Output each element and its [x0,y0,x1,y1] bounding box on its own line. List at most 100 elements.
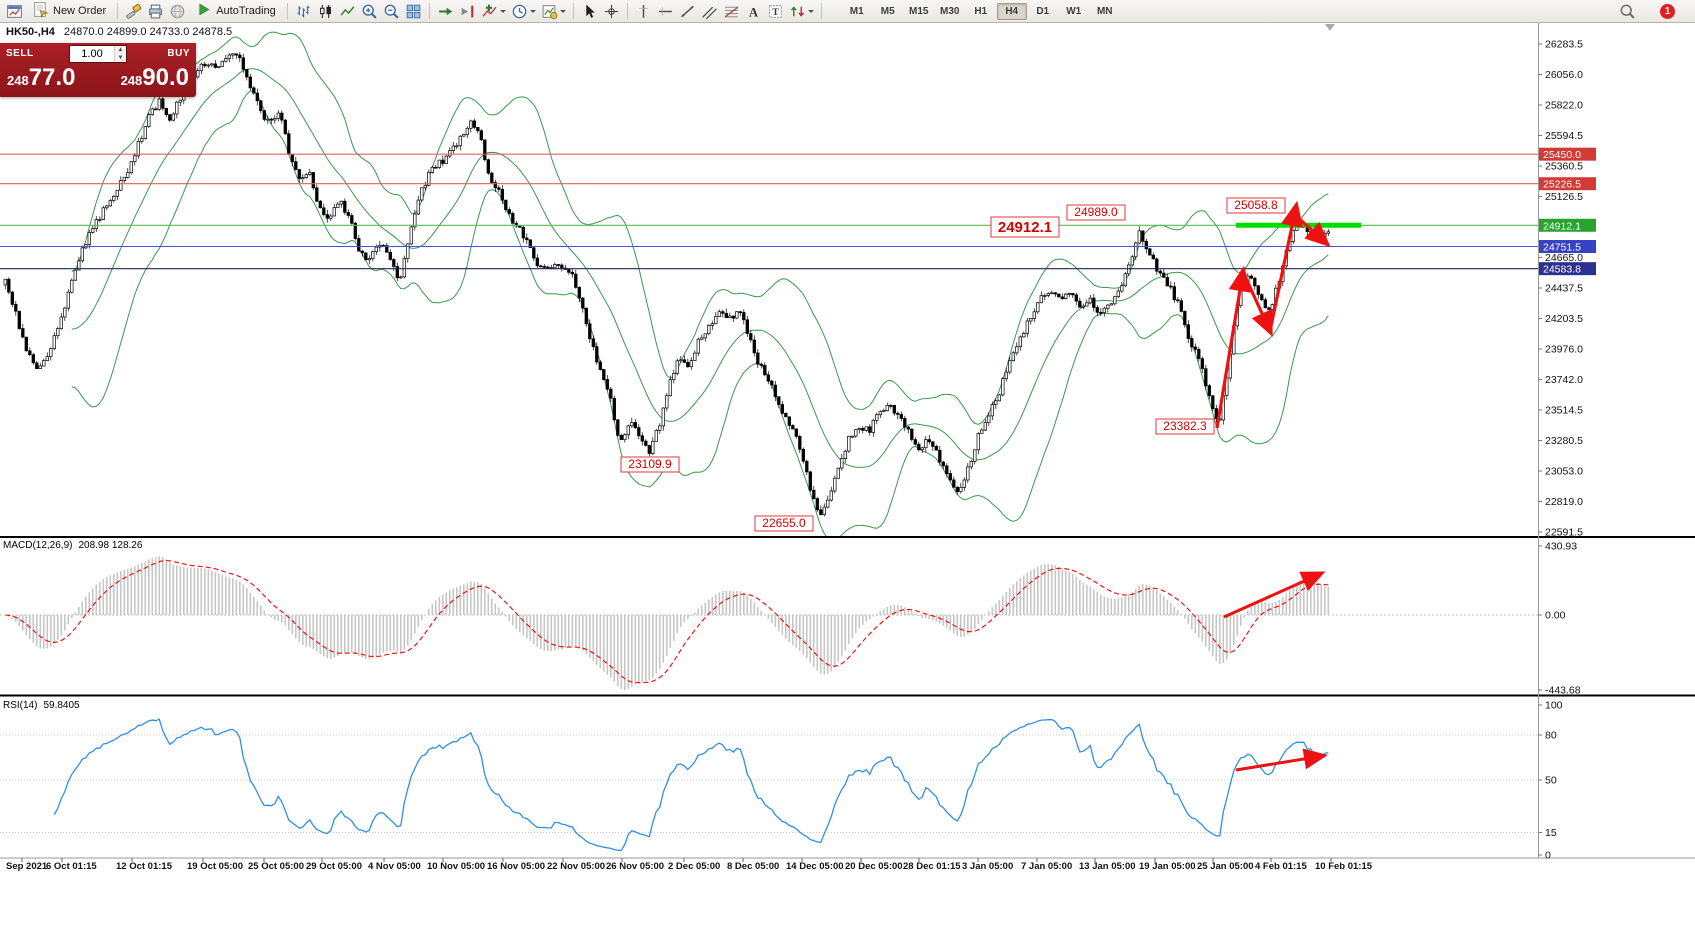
indicators-icon-button[interactable] [479,2,508,21]
line-chart-mode-icon-button[interactable] [337,2,358,21]
zoom-out-icon[interactable] [381,2,402,21]
svg-text:22 Nov 05:00: 22 Nov 05:00 [547,861,605,872]
search-icon[interactable] [1617,2,1638,21]
trend-arrow[interactable] [1242,273,1273,337]
autotrading-button[interactable]: AutoTrading [189,2,282,21]
timeframe-button-W1[interactable]: W1 [1066,5,1082,17]
zoom-out-icon-button[interactable] [381,2,402,21]
rsi-trend-arrow[interactable] [1235,748,1328,772]
price-callout[interactable] [1155,418,1215,435]
text-icon-button[interactable]: A [743,2,764,21]
indicators-icon[interactable] [479,2,500,21]
periods-icon[interactable] [509,2,530,21]
arrows-icon-button[interactable] [787,2,816,21]
metaeditor-icon-button[interactable] [123,2,144,21]
bar-chart-mode-icon[interactable] [293,2,314,21]
arrows-icon[interactable] [787,2,808,21]
zoom-in-icon[interactable] [359,2,380,21]
trend-arrow[interactable] [1215,265,1251,429]
timeframe-button-M5[interactable]: M5 [880,5,895,17]
fibonacci-icon[interactable] [721,2,742,21]
toolbar-separator [117,3,119,19]
chart-window-icon[interactable] [4,2,25,21]
svg-text:A: A [749,5,759,19]
line-chart-mode-icon[interactable] [337,2,358,21]
chevron-down-icon[interactable] [529,9,536,13]
volume-up-button[interactable]: ▲ [117,46,124,53]
auto-scroll-icon-button[interactable] [435,2,456,21]
label-icon-button[interactable]: T [765,2,786,21]
rsi-plot-area[interactable] [0,697,1538,856]
chart-shift-marker[interactable] [1325,24,1335,31]
buy-label[interactable]: BUY [167,48,190,59]
channel-icon[interactable] [699,2,720,21]
chart-plot-area[interactable] [0,22,1538,536]
horizontal-line-icon-button[interactable] [655,2,676,21]
volume-spin-buttons: ▲ ▼ [114,45,126,62]
svg-text:23053.0: 23053.0 [1545,466,1583,478]
bar-chart-mode-icon-button[interactable] [293,2,314,21]
time-axis[interactable] [0,858,1538,882]
timeframe-button-D1[interactable]: D1 [1036,5,1050,17]
print-icon-button[interactable] [145,2,166,21]
metaeditor-icon[interactable] [123,2,144,21]
price-callout[interactable] [990,216,1060,238]
text-icon[interactable]: A [743,2,764,21]
macd-plot-area[interactable] [0,539,1538,693]
sell-price-button[interactable]: 24877.0 [7,64,76,91]
tile-windows-icon[interactable] [403,2,424,21]
cursor-icon-button[interactable] [579,2,600,21]
print-icon[interactable] [145,2,166,21]
price-callout[interactable] [620,456,680,473]
candlestick-mode-icon-button[interactable] [315,2,336,21]
label-icon[interactable]: T [765,2,786,21]
periods-icon-button[interactable] [509,2,538,21]
crosshair-icon[interactable] [601,2,622,21]
timeframe-button-M15[interactable]: M15 [908,5,929,17]
vertical-line-icon-button[interactable] [633,2,654,21]
volume-down-button[interactable]: ▼ [117,54,124,61]
notification-badge[interactable]: 1 [1660,3,1675,19]
horizontal-line-icon[interactable] [655,2,676,21]
chart-shift-icon-button[interactable] [457,2,478,21]
sell-label[interactable]: SELL [6,48,34,59]
templates-icon[interactable] [539,2,560,21]
buy-price-button[interactable]: 24890.0 [120,64,189,91]
new-order-button[interactable]: New Order [26,2,112,21]
tile-windows-icon-button[interactable] [403,2,424,21]
vertical-line-icon[interactable] [633,2,654,21]
volume-stepper[interactable]: 1.00 ▲ ▼ [69,44,127,63]
chevron-down-icon[interactable] [559,9,566,13]
svg-text:24665.0: 24665.0 [1545,252,1583,264]
preview-icon[interactable] [167,2,188,21]
price-axis[interactable] [1538,22,1695,858]
channel-icon-button[interactable] [699,2,720,21]
price-callout[interactable] [1066,204,1126,221]
templates-icon-button[interactable] [539,2,568,21]
chart-window-icon-button[interactable] [4,2,25,21]
trend-arrow[interactable] [1292,212,1331,248]
trend-arrow[interactable] [1268,200,1304,332]
cursor-icon[interactable] [579,2,600,21]
chevron-down-icon[interactable] [499,9,506,13]
fibonacci-icon-button[interactable] [721,2,742,21]
preview-icon-button[interactable] [167,2,188,21]
zoom-in-icon-button[interactable] [359,2,380,21]
chevron-down-icon[interactable] [807,9,814,13]
timeframe-button-M30[interactable]: M30 [939,5,960,17]
crosshair-icon-button[interactable] [601,2,622,21]
axis-price-badge [1539,177,1596,191]
trendline-icon-button[interactable] [677,2,698,21]
timeframe-button-H1[interactable]: H1 [974,5,988,17]
auto-scroll-icon[interactable] [435,2,456,21]
chart-shift-icon[interactable] [457,2,478,21]
timeframe-button-MN[interactable]: MN [1096,5,1113,17]
trendline-icon[interactable] [677,2,698,21]
timeframe-button-M1[interactable]: M1 [849,5,864,17]
price-callout[interactable] [754,515,814,532]
macd-trend-arrow[interactable] [1223,571,1326,619]
timeframe-button-H4[interactable]: H4 [996,2,1027,20]
candlestick-mode-icon[interactable] [315,2,336,21]
volume-value[interactable]: 1.00 [81,47,103,60]
